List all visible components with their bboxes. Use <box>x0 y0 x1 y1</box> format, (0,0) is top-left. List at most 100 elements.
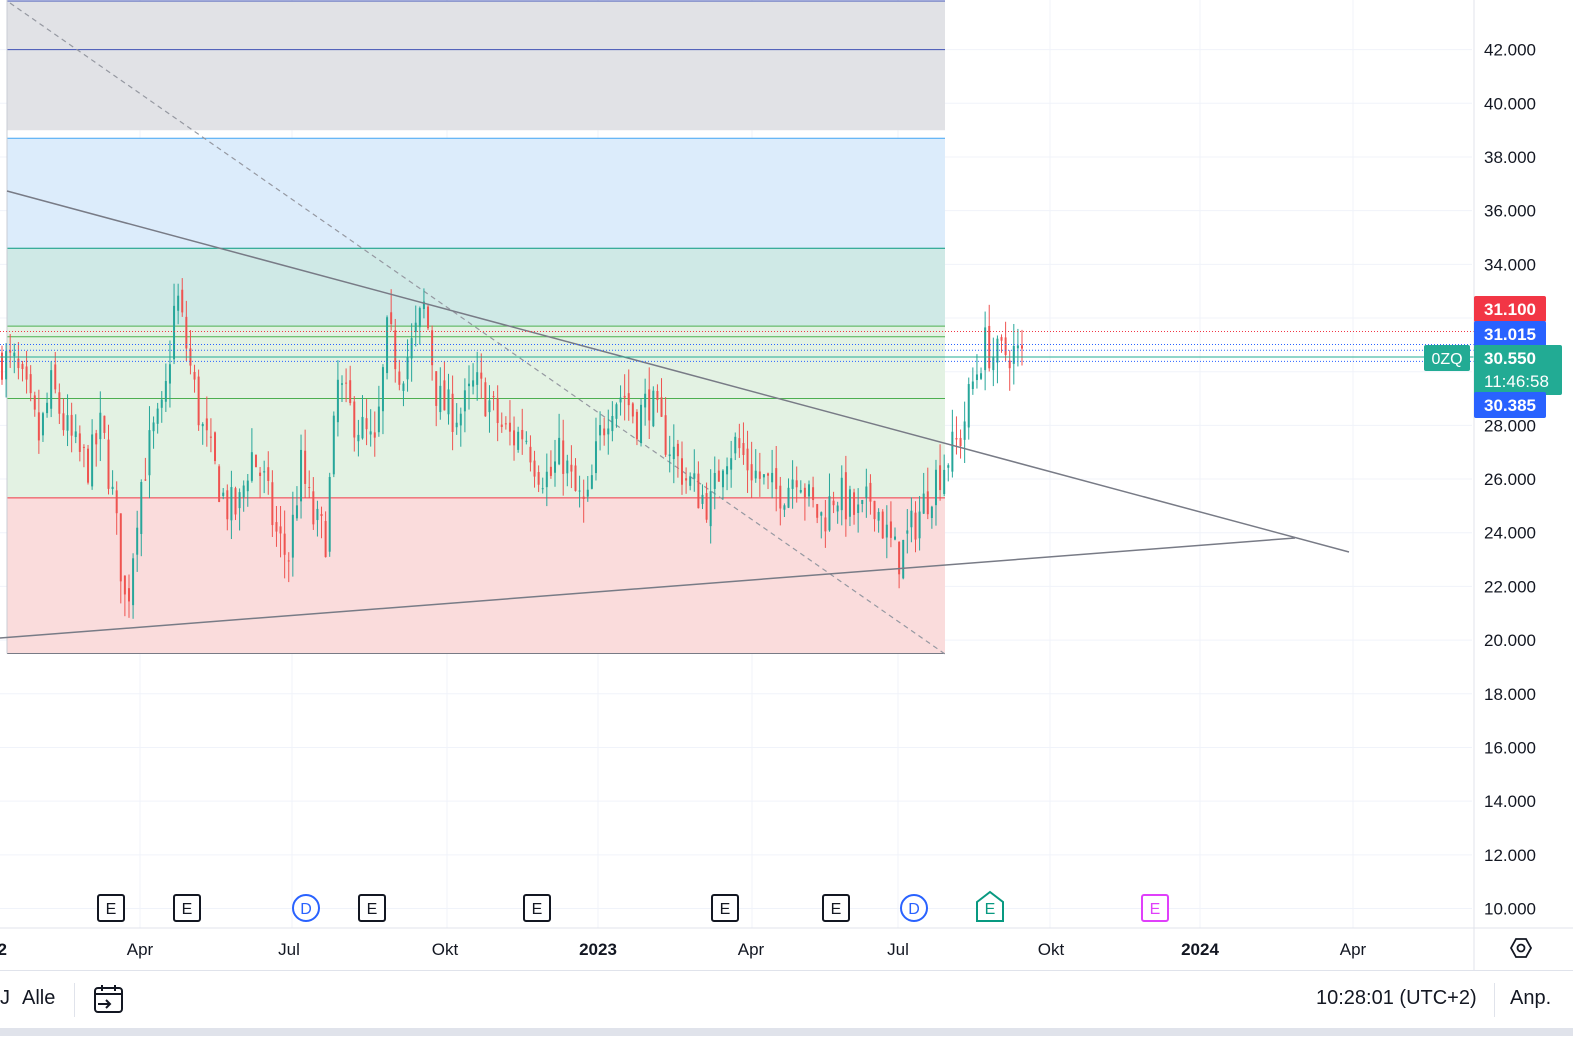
candle-body <box>463 390 466 412</box>
candle-body <box>529 446 532 463</box>
axis-settings-icon[interactable] <box>1509 938 1533 958</box>
candle-body <box>779 485 782 509</box>
candle-body <box>324 520 327 558</box>
price-label: 31.015 <box>1484 325 1536 344</box>
y-tick-label: 28.000 <box>1484 416 1536 435</box>
candle-body <box>168 364 171 384</box>
candle-body <box>1 352 3 380</box>
fib-zone <box>7 497 945 654</box>
candle-body <box>455 422 458 428</box>
candle-body <box>500 424 503 427</box>
candle-body <box>910 510 913 528</box>
candle-body <box>144 479 147 481</box>
candle-body <box>926 491 929 515</box>
range-all-button[interactable]: Alle <box>22 987 56 1009</box>
candle-body <box>484 382 487 417</box>
bottom-strip <box>0 1028 1573 1036</box>
candle-body <box>803 487 806 498</box>
candle-body <box>975 374 978 381</box>
earnings-marker <box>173 894 201 922</box>
candle-body <box>230 487 233 521</box>
candle-body <box>644 393 647 408</box>
candle-body <box>156 408 159 424</box>
candle-body <box>386 317 389 374</box>
clock-timezone[interactable]: 10:28:01 (UTC+2) <box>1316 987 1477 1009</box>
adjust-button[interactable]: Anp. <box>1510 987 1552 1009</box>
candles <box>1 278 1023 619</box>
candle-body <box>91 434 94 487</box>
candle-body <box>140 481 143 534</box>
candle-body <box>316 508 319 521</box>
candle-body <box>25 366 28 380</box>
event-marker-label: E <box>182 901 193 918</box>
candle-body <box>988 325 991 369</box>
candle-body <box>33 395 36 410</box>
candle-body <box>132 558 135 606</box>
candle-body <box>185 316 188 349</box>
candle-body <box>291 514 294 558</box>
candle-body <box>508 422 511 432</box>
candle-body <box>672 446 675 460</box>
price-label-bg <box>1474 321 1546 347</box>
candle-body <box>46 402 49 414</box>
candle-body <box>578 490 581 492</box>
date-range-calendar-icon[interactable] <box>92 983 126 1020</box>
candle-body <box>361 416 364 439</box>
candle-body <box>685 478 688 481</box>
earnings-marker <box>711 894 739 922</box>
candle-body <box>427 306 430 329</box>
candle-body <box>152 422 155 432</box>
candle-body <box>635 411 638 440</box>
candle-body <box>853 492 856 515</box>
candle-body <box>271 482 274 526</box>
range-partial-button[interactable]: J <box>0 987 10 1009</box>
candle-body <box>1004 337 1007 356</box>
candle-body <box>762 474 765 478</box>
candle-body <box>590 475 593 489</box>
candle-body <box>594 441 597 474</box>
candle-body <box>119 513 122 582</box>
event-marker-label: E <box>720 901 731 918</box>
candle-body <box>439 385 442 413</box>
candle-body <box>930 506 933 519</box>
y-tick-label: 38.000 <box>1484 148 1536 167</box>
candle-body <box>844 472 847 520</box>
candle-body <box>263 471 266 473</box>
candle-body <box>799 490 802 493</box>
candle-body <box>234 488 237 515</box>
candle-body <box>873 500 876 520</box>
candle-body <box>504 423 507 425</box>
candle-body <box>652 390 655 427</box>
candle-body <box>29 374 32 394</box>
earnings-marker <box>822 894 850 922</box>
candle-body <box>689 476 692 486</box>
candle-body <box>5 351 8 380</box>
candle-body <box>406 356 409 380</box>
candle-body <box>939 465 942 491</box>
x-tick-label: Apr <box>127 940 154 959</box>
candle-body <box>726 466 729 475</box>
candle-body <box>894 536 897 540</box>
candle-body <box>603 428 606 436</box>
candle-body <box>525 440 528 442</box>
candle-body <box>701 494 704 504</box>
candle-body <box>967 384 970 428</box>
candle-body <box>656 391 659 401</box>
candle-body <box>836 505 839 512</box>
candle-body <box>767 473 770 476</box>
price-label: 30.385 <box>1484 396 1536 415</box>
candle-body <box>373 432 376 438</box>
candle-body <box>160 399 163 408</box>
candle-body <box>209 436 212 438</box>
candle-body <box>431 330 434 366</box>
candle-body <box>857 504 860 513</box>
candle-body <box>959 437 962 447</box>
candle-body <box>713 472 716 489</box>
candle-body <box>472 380 475 387</box>
candle-body <box>336 379 339 423</box>
bar-countdown: 11:46:58 <box>1484 372 1549 391</box>
y-tick-label: 16.000 <box>1484 738 1536 757</box>
candle-body <box>136 527 139 555</box>
